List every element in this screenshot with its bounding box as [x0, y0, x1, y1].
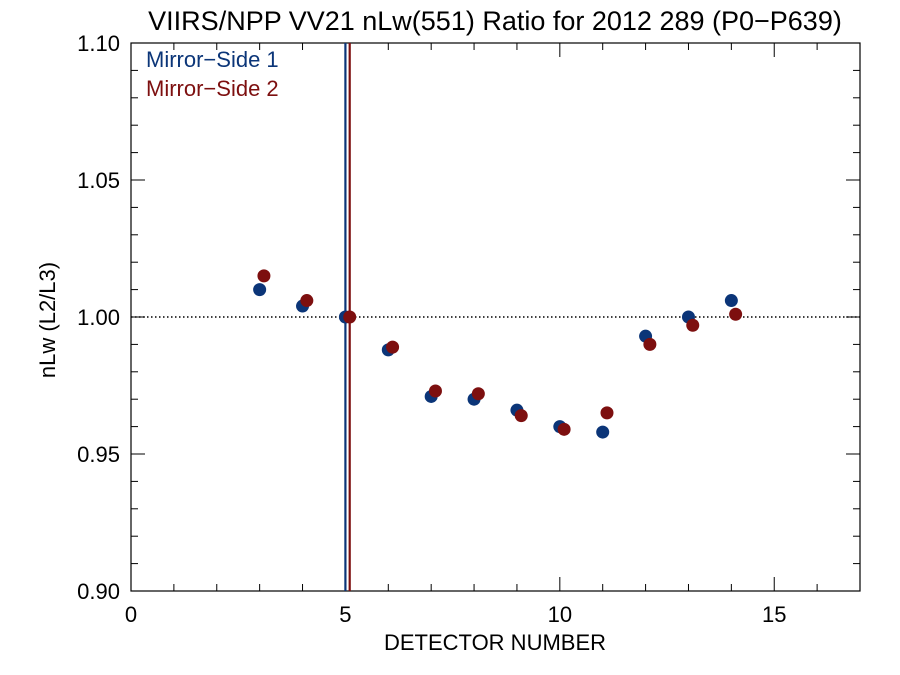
series-1-point [596, 425, 610, 439]
series-2-point [600, 406, 614, 420]
series-2-point [386, 340, 400, 354]
series-2-point [428, 384, 442, 398]
series-2-point [643, 337, 657, 351]
series-2-point [257, 269, 271, 283]
series-2-point [300, 294, 314, 308]
x-tick-label: 15 [762, 602, 786, 627]
legend-entry-series-1: Mirror−Side 1 [146, 47, 279, 72]
series-2-point [471, 387, 485, 401]
y-tick-label: 0.95 [77, 442, 120, 467]
x-axis-label: DETECTOR NUMBER [384, 630, 606, 655]
series-2-point [686, 318, 700, 332]
plot-area: 0 5 10 15 0.90 0.95 1.00 1.05 1.10 Mirror−Side 1 M… [77, 31, 861, 627]
series-2-point [343, 310, 357, 324]
x-tick-label: 5 [339, 602, 351, 627]
y-tick-label: 1.10 [77, 31, 120, 56]
y-tick-label: 1.00 [77, 305, 120, 330]
y-axis-label: nLw (L2/L3) [35, 262, 60, 378]
series-1-point [724, 294, 738, 308]
legend-entry-series-2: Mirror−Side 2 [146, 76, 279, 101]
y-tick-label: 0.90 [77, 579, 120, 604]
x-tick-label: 10 [548, 602, 572, 627]
series-2-point [557, 422, 571, 436]
y-tick-label: 1.05 [77, 168, 120, 193]
series-1-point [253, 283, 267, 297]
series-2-point [729, 307, 743, 321]
x-tick-label: 0 [125, 602, 137, 627]
series-2-point [514, 409, 528, 423]
chart-title: VIIRS/NPP VV21 nLw(551) Ratio for 2012 2… [148, 6, 842, 36]
